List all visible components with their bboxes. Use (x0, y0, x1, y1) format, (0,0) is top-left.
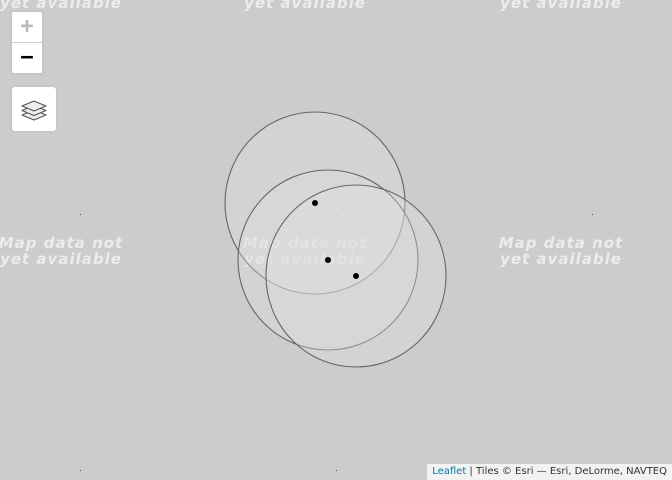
layers-icon (21, 100, 47, 121)
location-marker[interactable] (312, 200, 318, 206)
tile-corner-dot (592, 214, 593, 215)
attribution-separator: | (466, 466, 476, 477)
tile-unavailable-label: Map data not yet available (498, 234, 624, 268)
zoom-control: + − (10, 10, 44, 75)
zoom-out-button[interactable]: − (20, 45, 34, 70)
zoom-in-button[interactable]: + (12, 12, 42, 43)
leaflet-link[interactable]: Leaflet (432, 466, 467, 477)
tile-corner-dot (336, 214, 337, 215)
tile-corner-dot (80, 214, 81, 215)
tile-corner-dot (80, 470, 81, 471)
location-marker[interactable] (325, 257, 331, 263)
attribution-tiles-text: Tiles © Esri — Esri, DeLorme, NAVTEQ (475, 466, 667, 477)
tile-unavailable-label: yet available (500, 0, 622, 12)
tile-unavailable-label: Map data not yet available (0, 234, 124, 268)
layers-button[interactable] (10, 85, 58, 133)
tile-unavailable-label: Map data not yet available (242, 234, 368, 268)
tile-corner-dot (336, 470, 337, 471)
tile-unavailable-label: yet available (0, 0, 122, 12)
location-marker[interactable] (353, 273, 359, 279)
map-attribution: Leaflet | Tiles © Esri — Esri, DeLorme, … (427, 464, 672, 480)
tile-unavailable-label: yet available (244, 0, 366, 12)
